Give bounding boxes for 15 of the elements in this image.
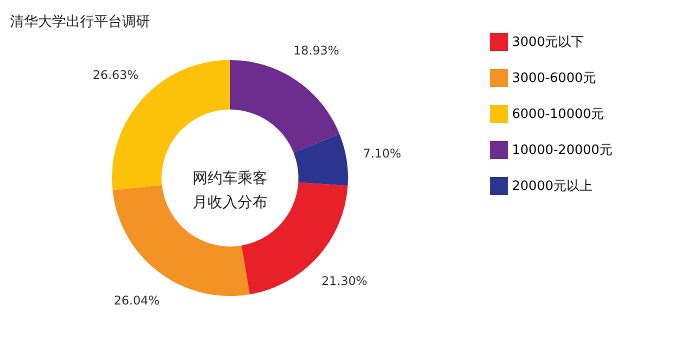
- data-label: 18.93%: [293, 43, 340, 58]
- chart-title: 清华大学出行平台调研: [10, 14, 150, 30]
- legend-label: 6000-10000元: [512, 107, 604, 122]
- data-label: 7.10%: [363, 146, 402, 161]
- legend-label: 20000元以上: [512, 179, 592, 194]
- donut-slice: [230, 60, 340, 153]
- donut-slice: [294, 134, 348, 186]
- text: 月收入分布: [192, 193, 268, 211]
- legend-label: 3000-6000元: [512, 71, 596, 86]
- data-label: 26.04%: [114, 294, 160, 308]
- data-label: 21.30%: [321, 274, 368, 288]
- text: 网约车乘客: [192, 169, 268, 187]
- legend-label: 10000-20000元: [512, 143, 612, 158]
- data-label: 26.63%: [92, 68, 139, 82]
- legend-label: 3000元以下: [512, 35, 584, 50]
